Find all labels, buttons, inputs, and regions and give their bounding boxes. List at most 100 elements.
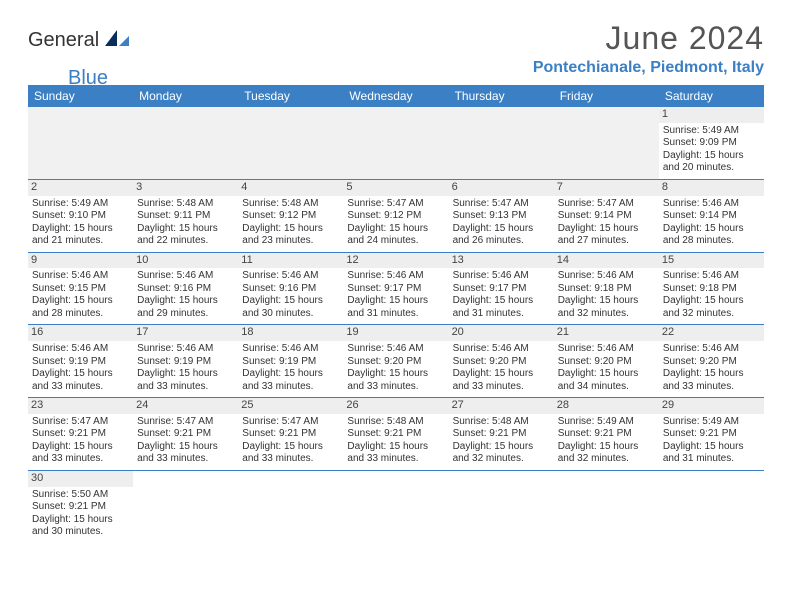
sunrise-text: Sunrise: 5:48 AM [137, 198, 234, 211]
empty-cell [133, 107, 238, 179]
sunrise-text: Sunrise: 5:46 AM [242, 343, 339, 356]
daylight-text: and 33 minutes. [32, 453, 129, 466]
weekday-monday: Monday [133, 85, 238, 107]
header: General June 2024 Pontechianale, Piedmon… [28, 20, 764, 77]
calendar-row: 23Sunrise: 5:47 AMSunset: 9:21 PMDayligh… [28, 398, 764, 471]
sunset-text: Sunset: 9:10 PM [32, 210, 129, 223]
daylight-text: Daylight: 15 hours [242, 223, 339, 236]
empty-cell [554, 107, 659, 179]
sunset-text: Sunset: 9:21 PM [32, 501, 129, 514]
sunrise-text: Sunrise: 5:46 AM [32, 343, 129, 356]
empty-cell [659, 470, 764, 542]
sunset-text: Sunset: 9:14 PM [663, 210, 760, 223]
day-number: 11 [238, 253, 343, 269]
sunset-text: Sunset: 9:16 PM [137, 283, 234, 296]
day-cell: 2 Sunrise: 5:49 AMSunset: 9:10 PMDaylight… [28, 179, 133, 252]
day-cell: 4Sunrise: 5:48 AMSunset: 9:12 PMDaylight… [238, 179, 343, 252]
daylight-text: and 26 minutes. [453, 235, 550, 248]
daylight-text: Daylight: 15 hours [558, 295, 655, 308]
sunrise-text: Sunrise: 5:49 AM [663, 416, 760, 429]
daylight-text: Daylight: 15 hours [137, 295, 234, 308]
day-number: 15 [659, 253, 764, 269]
sunset-text: Sunset: 9:17 PM [453, 283, 550, 296]
daylight-text: Daylight: 15 hours [242, 295, 339, 308]
day-cell: 30Sunrise: 5:50 AMSunset: 9:21 PMDayligh… [28, 470, 133, 542]
day-cell: 28 Sunrise: 5:49 AMSunset: 9:21 PMDayligh… [554, 398, 659, 471]
daylight-text: Daylight: 15 hours [347, 223, 444, 236]
sunrise-text: Sunrise: 5:49 AM [558, 416, 655, 429]
sunrise-text: Sunrise: 5:46 AM [558, 270, 655, 283]
day-cell: 12Sunrise: 5:46 AMSunset: 9:17 PMDayligh… [343, 252, 448, 325]
day-cell: 23Sunrise: 5:47 AMSunset: 9:21 PMDayligh… [28, 398, 133, 471]
day-number: 1 [659, 107, 764, 123]
month-title: June 2024 [533, 20, 764, 57]
daylight-text: Daylight: 15 hours [663, 295, 760, 308]
weekday-friday: Friday [554, 85, 659, 107]
sunset-text: Sunset: 9:21 PM [32, 428, 129, 441]
sunset-text: Sunset: 9:21 PM [137, 428, 234, 441]
daylight-text: Daylight: 15 hours [663, 150, 760, 163]
daylight-text: Daylight: 15 hours [663, 368, 760, 381]
daylight-text: Daylight: 15 hours [453, 223, 550, 236]
daylight-text: Daylight: 15 hours [32, 295, 129, 308]
daylight-text: Daylight: 15 hours [347, 295, 444, 308]
sunrise-text: Sunrise: 5:46 AM [137, 343, 234, 356]
day-cell: 25Sunrise: 5:47 AMSunset: 9:21 PMDayligh… [238, 398, 343, 471]
daylight-text: and 33 minutes. [663, 381, 760, 394]
sunrise-text: Sunrise: 5:48 AM [347, 416, 444, 429]
daylight-text: and 22 minutes. [137, 235, 234, 248]
day-number: 29 [659, 398, 764, 414]
daylight-text: and 31 minutes. [663, 453, 760, 466]
sunset-text: Sunset: 9:21 PM [663, 428, 760, 441]
day-number: 5 [343, 180, 448, 196]
day-number: 12 [343, 253, 448, 269]
sunset-text: Sunset: 9:21 PM [558, 428, 655, 441]
sunrise-text: Sunrise: 5:47 AM [242, 416, 339, 429]
sunset-text: Sunset: 9:16 PM [242, 283, 339, 296]
daylight-text: and 32 minutes. [558, 308, 655, 321]
sunset-text: Sunset: 9:18 PM [558, 283, 655, 296]
sunset-text: Sunset: 9:11 PM [137, 210, 234, 223]
daylight-text: and 27 minutes. [558, 235, 655, 248]
daylight-text: and 32 minutes. [558, 453, 655, 466]
daylight-text: Daylight: 15 hours [242, 441, 339, 454]
sunset-text: Sunset: 9:12 PM [347, 210, 444, 223]
daylight-text: Daylight: 15 hours [32, 223, 129, 236]
day-number: 2 [28, 180, 133, 196]
day-number: 14 [554, 253, 659, 269]
day-cell: 9Sunrise: 5:46 AMSunset: 9:15 PMDaylight… [28, 252, 133, 325]
daylight-text: and 33 minutes. [347, 453, 444, 466]
day-number: 18 [238, 325, 343, 341]
day-cell: 26Sunrise: 5:48 AMSunset: 9:21 PMDayligh… [343, 398, 448, 471]
daylight-text: and 32 minutes. [663, 308, 760, 321]
sunset-text: Sunset: 9:19 PM [32, 356, 129, 369]
day-number: 23 [28, 398, 133, 414]
logo: General [28, 28, 131, 53]
weekday-tuesday: Tuesday [238, 85, 343, 107]
sunset-text: Sunset: 9:09 PM [663, 137, 760, 150]
sunrise-text: Sunrise: 5:49 AM [32, 198, 129, 211]
sunset-text: Sunset: 9:19 PM [137, 356, 234, 369]
sunset-text: Sunset: 9:19 PM [242, 356, 339, 369]
sunrise-text: Sunrise: 5:46 AM [347, 270, 444, 283]
daylight-text: and 33 minutes. [347, 381, 444, 394]
daylight-text: and 32 minutes. [453, 453, 550, 466]
sunrise-text: Sunrise: 5:46 AM [137, 270, 234, 283]
day-number: 21 [554, 325, 659, 341]
sunrise-text: Sunrise: 5:46 AM [558, 343, 655, 356]
daylight-text: and 30 minutes. [242, 308, 339, 321]
daylight-text: Daylight: 15 hours [453, 295, 550, 308]
weekday-thursday: Thursday [449, 85, 554, 107]
day-number: 26 [343, 398, 448, 414]
daylight-text: and 31 minutes. [453, 308, 550, 321]
daylight-text: and 33 minutes. [32, 381, 129, 394]
sunset-text: Sunset: 9:21 PM [242, 428, 339, 441]
daylight-text: Daylight: 15 hours [558, 441, 655, 454]
day-number: 28 [554, 398, 659, 414]
sunset-text: Sunset: 9:13 PM [453, 210, 550, 223]
empty-cell [238, 470, 343, 542]
sunrise-text: Sunrise: 5:48 AM [453, 416, 550, 429]
daylight-text: Daylight: 15 hours [242, 368, 339, 381]
day-cell: 1Sunrise: 5:49 AMSunset: 9:09 PMDaylight… [659, 107, 764, 179]
sunrise-text: Sunrise: 5:46 AM [663, 198, 760, 211]
